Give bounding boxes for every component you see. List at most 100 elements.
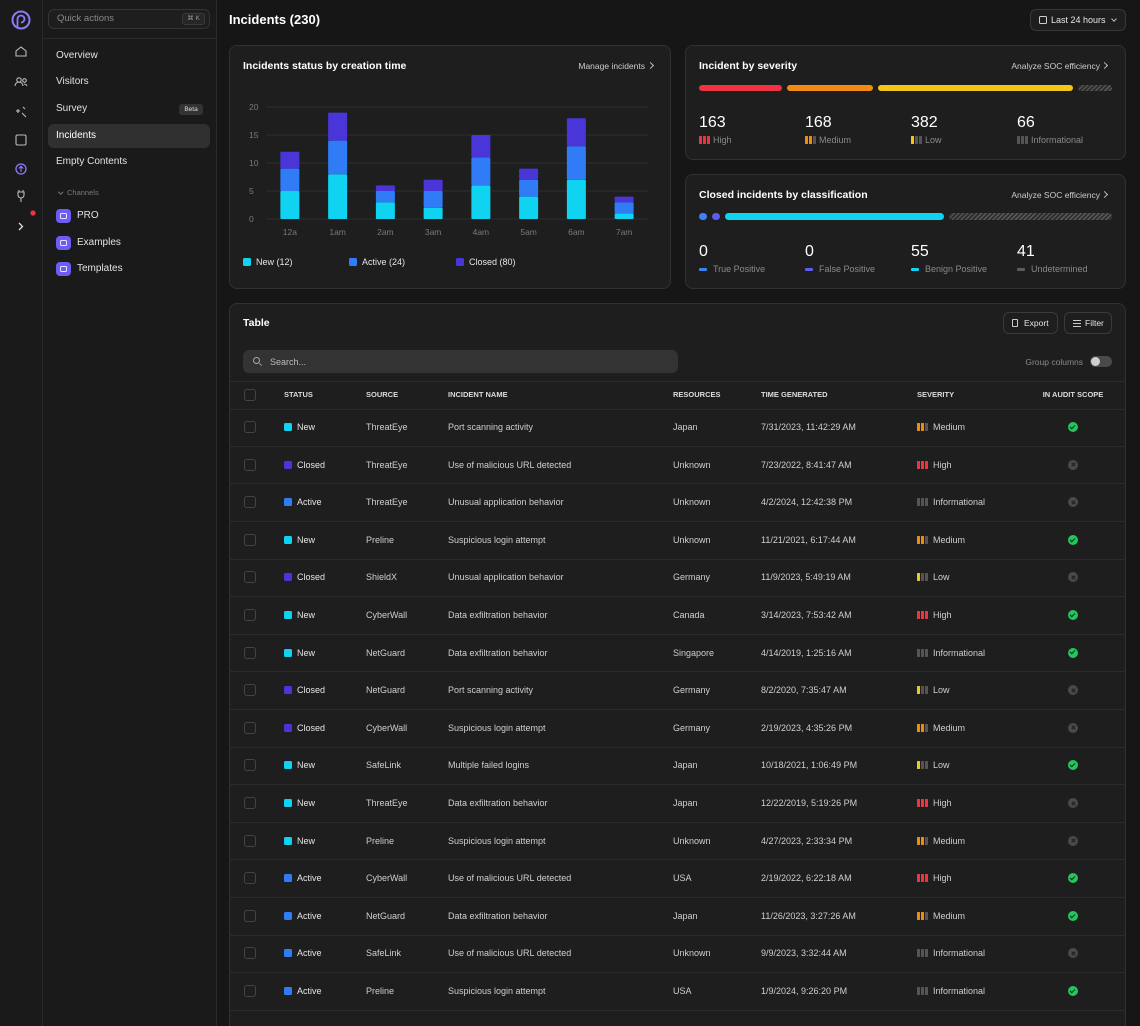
audit-yes-icon <box>1068 873 1078 884</box>
table-cell: NetGuard <box>366 910 406 921</box>
table-cell: New <box>297 422 316 432</box>
status-swatch <box>284 498 292 507</box>
severity-icon-bar <box>917 949 920 958</box>
range-button[interactable] <box>1030 9 1126 31</box>
table-cell: Suspicious login attempt <box>448 835 546 846</box>
channel-item[interactable]: Examples <box>77 237 121 248</box>
group-columns-toggle[interactable] <box>1090 356 1112 367</box>
channel-item[interactable]: PRO <box>77 210 99 221</box>
status-swatch <box>284 535 292 544</box>
search-box[interactable] <box>243 350 678 373</box>
channel-item[interactable]: Templates <box>77 263 123 274</box>
table-cell: Closed <box>297 459 326 470</box>
level-count: 0 <box>805 243 814 260</box>
bar-segment <box>471 185 491 219</box>
bar-segment <box>566 118 586 147</box>
status-swatch <box>284 836 292 845</box>
row-divider <box>229 558 1126 560</box>
audit-yes-icon <box>1068 610 1078 620</box>
level-name: Benign Positive <box>925 264 988 274</box>
menu-item[interactable]: Overview <box>56 50 98 61</box>
row-checkbox[interactable] <box>244 909 256 922</box>
menu-item[interactable]: Empty Contents <box>56 156 128 167</box>
severity-icon-bar <box>813 136 816 144</box>
severity-icon-bar <box>917 573 920 582</box>
table-cell: Japan <box>673 760 698 771</box>
table-cell: Unknown <box>673 835 711 846</box>
table-cell: ThreatEye <box>366 459 408 470</box>
table-cell: 7/31/2023, 11:42:29 AM <box>761 422 856 432</box>
table-cell: CyberWall <box>366 873 408 884</box>
severity-icon-bar <box>805 136 808 144</box>
row-divider <box>229 972 1126 974</box>
column-header: TIME GENERATED <box>761 390 828 399</box>
plug-icon[interactable] <box>17 190 25 202</box>
menu-item[interactable]: Visitors <box>56 76 89 87</box>
logo[interactable] <box>11 10 31 30</box>
row-checkbox[interactable] <box>244 759 256 772</box>
contacts-icon[interactable] <box>15 134 27 146</box>
row-divider <box>229 934 1126 936</box>
row-checkbox[interactable] <box>244 947 256 960</box>
table-cell: New <box>297 610 316 620</box>
severity-icon-bar <box>703 136 706 144</box>
upload-icon[interactable] <box>15 163 27 175</box>
row-checkbox[interactable] <box>244 496 256 509</box>
expand-icon[interactable] <box>18 222 24 231</box>
row-checkbox[interactable] <box>244 389 256 401</box>
severity-card <box>685 45 1126 160</box>
table-cell: Multiple failed logins <box>448 760 530 771</box>
severity-icon-bar <box>921 761 924 770</box>
table-cell: Medium <box>933 722 966 733</box>
severity-icon-bar <box>917 911 920 920</box>
card-link[interactable]: Analyze SOC efficiency <box>1011 190 1100 200</box>
x-tick-label: 2am <box>377 227 394 237</box>
filter-button[interactable] <box>1064 312 1112 334</box>
row-divider <box>229 671 1126 673</box>
bar-segment <box>471 157 491 186</box>
table-cell: ThreatEye <box>366 497 408 508</box>
table-cell: Unknown <box>673 534 711 545</box>
table-cell: Active <box>297 497 322 508</box>
row-checkbox[interactable] <box>244 834 256 847</box>
status-swatch <box>284 460 292 469</box>
row-checkbox[interactable] <box>244 872 256 885</box>
row-checkbox[interactable] <box>244 721 256 734</box>
chart-link[interactable]: Manage incidents <box>578 61 645 71</box>
level-bar-segment <box>1078 84 1112 91</box>
severity-icon-bar <box>707 136 710 144</box>
table-cell: Unknown <box>673 497 711 508</box>
severity-icon-bar <box>921 573 924 582</box>
table-cell: Unusual application behavior <box>448 497 564 508</box>
row-divider <box>229 821 1126 823</box>
x-tick-label: 6am <box>568 227 585 237</box>
menu-item[interactable]: Survey <box>56 103 88 114</box>
severity-icon-bar <box>699 136 702 144</box>
quick-actions[interactable] <box>48 9 210 29</box>
severity-icon-bar <box>917 874 920 883</box>
row-divider <box>229 381 1126 382</box>
y-tick-label: 5 <box>249 186 254 196</box>
bar-segment <box>471 135 491 158</box>
row-checkbox[interactable] <box>244 571 256 584</box>
row-checkbox[interactable] <box>244 684 256 697</box>
row-checkbox[interactable] <box>244 458 256 471</box>
channel-icon <box>56 209 71 223</box>
bar-segment <box>423 179 443 191</box>
card-link[interactable]: Analyze SOC efficiency <box>1011 61 1100 71</box>
row-checkbox[interactable] <box>244 985 256 997</box>
row-checkbox[interactable] <box>244 421 256 433</box>
row-checkbox[interactable] <box>244 646 256 659</box>
row-checkbox[interactable] <box>244 797 256 809</box>
chart-card <box>229 45 671 289</box>
export-button[interactable] <box>1003 312 1058 334</box>
home-icon[interactable] <box>15 46 27 57</box>
table-cell: 11/21/2021, 6:17:44 AM <box>761 534 856 545</box>
severity-icon-bar <box>925 987 928 995</box>
row-checkbox[interactable] <box>244 533 256 546</box>
menu-item[interactable]: Incidents <box>56 130 97 141</box>
sparkle-icon[interactable] <box>16 106 27 118</box>
users-icon[interactable] <box>14 77 28 87</box>
level-name: False Positive <box>819 264 876 274</box>
row-checkbox[interactable] <box>244 609 256 621</box>
